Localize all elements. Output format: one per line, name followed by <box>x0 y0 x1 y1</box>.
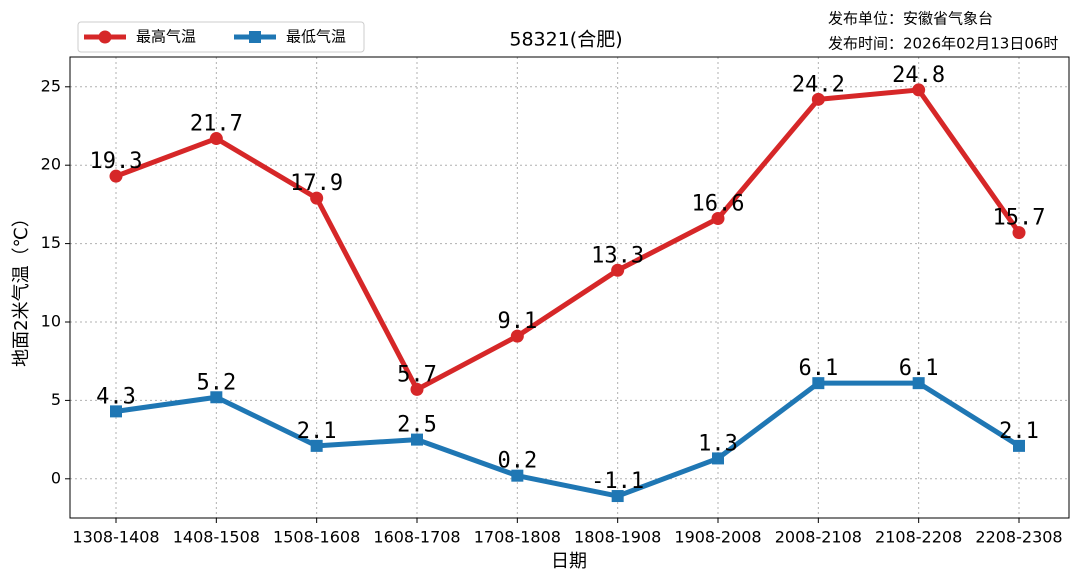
data-label: 16.6 <box>692 192 745 217</box>
y-tick-label: 10 <box>41 311 61 330</box>
data-label: 2.1 <box>999 419 1039 444</box>
marker <box>310 439 323 452</box>
source-line: 发布时间：2026年02月13日06时 <box>828 35 1058 53</box>
y-tick-label: 15 <box>41 233 61 252</box>
x-tick-label: 1908-2008 <box>674 528 761 547</box>
x-tick-label: 2008-2108 <box>775 528 862 547</box>
marker <box>210 391 223 404</box>
data-label: 5.2 <box>196 370 236 395</box>
marker <box>1013 439 1025 452</box>
y-tick-label: 20 <box>41 155 61 174</box>
data-label: 17.9 <box>290 171 343 196</box>
data-label: 24.8 <box>892 63 945 88</box>
marker <box>109 169 123 183</box>
series-line <box>115 87 1022 392</box>
x-tick-label: 1708-1808 <box>474 528 561 547</box>
x-tick-label: 1608-1708 <box>373 528 460 547</box>
marker <box>511 469 524 482</box>
data-label: -1.1 <box>591 469 644 494</box>
marker <box>209 132 223 146</box>
data-label: 2.5 <box>397 413 437 438</box>
legend-frame <box>77 21 365 53</box>
plot-frame <box>69 56 1070 519</box>
marker <box>510 329 524 343</box>
x-axis-label: 日期 <box>551 551 587 572</box>
data-label: 4.3 <box>96 384 136 409</box>
marker <box>411 433 423 446</box>
series-line <box>115 380 1021 499</box>
marker <box>811 92 825 106</box>
marker <box>712 452 724 465</box>
legend: 最高气温 最低气温 <box>77 21 365 53</box>
x-tick-label: 2208-2308 <box>975 528 1062 547</box>
data-label: 24.2 <box>792 72 845 97</box>
data-label: 9.1 <box>497 309 537 334</box>
marker <box>711 212 725 226</box>
marker <box>1012 226 1026 240</box>
legend-marker <box>249 31 261 43</box>
data-label: 5.7 <box>397 362 437 387</box>
x-tick-label: 1808-1908 <box>574 528 661 547</box>
legend-label: 最低气温 <box>286 28 346 46</box>
y-axis-label: 地面2米气温（℃） <box>11 209 32 367</box>
legend-marker <box>98 30 112 44</box>
data-label: 1.3 <box>698 431 738 456</box>
data-label: 13.3 <box>591 243 644 268</box>
data-label: 19.3 <box>90 149 143 174</box>
data-label: 6.1 <box>798 356 838 381</box>
marker <box>110 405 122 418</box>
y-tick-label: 5 <box>51 390 61 409</box>
data-label: 21.7 <box>190 112 243 137</box>
x-tick-label: 1308-1408 <box>72 528 159 547</box>
marker <box>912 83 926 97</box>
y-tick-label: 25 <box>41 76 61 95</box>
x-tick-label: 1408-1508 <box>173 528 260 547</box>
x-tick-label: 1508-1608 <box>273 528 360 547</box>
source-line: 发布单位：安徽省气象台 <box>828 10 993 28</box>
marker <box>812 377 825 390</box>
marker <box>310 191 324 205</box>
data-label: 15.7 <box>993 206 1046 231</box>
marker <box>611 490 624 503</box>
y-tick-label: 0 <box>51 468 61 487</box>
chart-title: 58321(合肥) <box>509 29 622 51</box>
marker <box>410 382 424 396</box>
data-label: 0.2 <box>497 449 537 474</box>
marker <box>912 377 925 390</box>
data-label: 6.1 <box>899 356 939 381</box>
data-label: 2.1 <box>297 419 337 444</box>
x-tick-label: 2108-2208 <box>875 528 962 547</box>
legend-label: 最高气温 <box>136 28 196 46</box>
marker <box>611 263 625 277</box>
